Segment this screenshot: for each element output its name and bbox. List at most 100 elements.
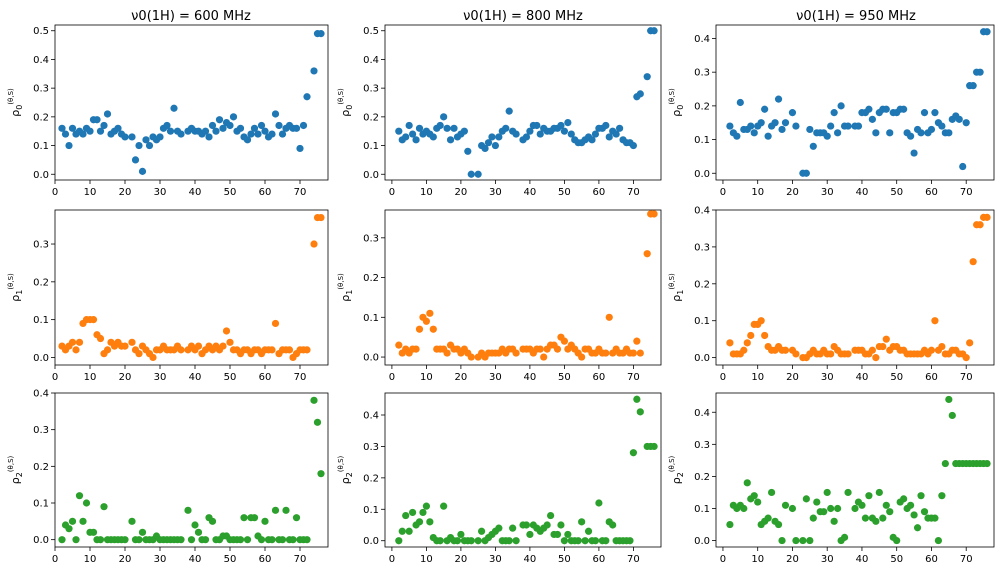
data-point xyxy=(96,127,105,135)
data-point xyxy=(292,514,301,522)
x-tick-label: 30 xyxy=(154,554,167,565)
data-point xyxy=(650,27,658,35)
data-point xyxy=(512,130,520,138)
x-tick-label: 70 xyxy=(627,187,640,198)
data-point xyxy=(976,221,984,229)
data-point xyxy=(941,459,949,468)
x-tick-label: 70 xyxy=(960,187,973,198)
data-point xyxy=(240,514,248,522)
data-point xyxy=(268,130,276,138)
x-tick-label: 60 xyxy=(593,554,606,565)
data-point xyxy=(837,102,845,110)
data-point xyxy=(100,503,108,511)
data-point xyxy=(858,501,866,509)
y-tick-label: 0.1 xyxy=(363,141,379,152)
data-point xyxy=(526,127,534,135)
data-point xyxy=(636,349,644,357)
data-point xyxy=(740,504,748,513)
panel-r1-c0: 0 10 20 30 40 50 60 70 0.0 0.1 0.2 0.3 ρ1(θ,S) xyxy=(7,209,329,383)
data-point xyxy=(114,124,122,132)
data-point xyxy=(201,127,210,135)
data-point xyxy=(781,119,790,127)
x-tick-label: 70 xyxy=(960,554,973,565)
data-point xyxy=(313,418,322,426)
data-point xyxy=(865,492,873,500)
y-axis-label: ρ1(θ,S) xyxy=(337,273,354,302)
data-point xyxy=(595,499,603,507)
data-point xyxy=(86,127,94,135)
axes-frame xyxy=(715,209,995,366)
data-point xyxy=(121,536,129,544)
data-point xyxy=(412,136,420,144)
axes-frame xyxy=(384,24,662,181)
y-axis-label: ρ2(θ,S) xyxy=(337,455,354,484)
data-point xyxy=(629,349,638,357)
data-point xyxy=(633,337,641,345)
data-point xyxy=(481,144,489,153)
panel-r0-c1: 0 10 20 30 40 50 60 70 0.0 0.1 0.2 0.3 0.4 0.5 ρ0(θ,S) xyxy=(337,24,662,198)
y-tick-label: 0.3 xyxy=(694,242,710,253)
data-point xyxy=(834,504,842,513)
y-tick-label: 0.0 xyxy=(363,353,379,364)
data-point xyxy=(861,514,870,522)
data-point xyxy=(564,118,572,127)
data-point xyxy=(764,514,772,522)
data-point xyxy=(257,121,266,130)
x-tick-label: 40 xyxy=(856,187,869,198)
axes-frame xyxy=(715,392,995,548)
x-tick-label: 50 xyxy=(890,187,903,198)
data-point xyxy=(781,501,790,509)
x-tick-label: 10 xyxy=(84,187,97,198)
y-tick-label: 0.4 xyxy=(363,55,379,66)
y-tick-label: 0.2 xyxy=(363,273,379,284)
data-point xyxy=(761,331,769,340)
data-point xyxy=(191,521,199,529)
data-point xyxy=(893,536,901,545)
x-tick-label: 10 xyxy=(420,187,433,198)
data-point xyxy=(969,82,977,90)
data-point xyxy=(467,170,475,178)
x-tick-label: 20 xyxy=(786,372,799,383)
data-point xyxy=(761,105,769,113)
data-point xyxy=(128,338,136,346)
data-point xyxy=(740,346,748,354)
data-point xyxy=(983,213,991,221)
y-tick-label: 0.1 xyxy=(694,316,710,327)
x-tick-label: 30 xyxy=(489,554,502,565)
data-point xyxy=(854,122,863,130)
data-point xyxy=(93,116,101,124)
data-point xyxy=(907,501,915,509)
y-tick-label: 0.2 xyxy=(694,279,710,290)
data-point xyxy=(879,342,887,351)
data-point xyxy=(282,506,290,514)
x-tick-label: 70 xyxy=(294,187,307,198)
x-tick-label: 30 xyxy=(821,187,834,198)
data-point xyxy=(250,514,259,522)
data-point xyxy=(882,335,890,343)
data-point xyxy=(726,339,734,347)
data-point xyxy=(747,122,755,130)
data-point xyxy=(612,130,620,138)
y-axis-label: ρ2(θ,S) xyxy=(668,455,685,484)
data-point xyxy=(440,502,448,510)
data-point xyxy=(945,129,953,137)
data-point xyxy=(931,317,939,325)
y-tick-label: 0.4 xyxy=(694,408,710,419)
data-point xyxy=(156,133,164,141)
data-point xyxy=(917,129,925,137)
x-tick-label: 30 xyxy=(821,372,834,383)
y-axis-label: ρ0(θ,S) xyxy=(668,88,685,117)
data-point xyxy=(166,127,175,135)
data-point xyxy=(219,342,227,350)
data-point xyxy=(726,520,734,529)
y-tick-label: 0.2 xyxy=(694,472,710,483)
data-point xyxy=(938,122,946,130)
data-point xyxy=(405,527,413,535)
data-point xyxy=(557,521,565,529)
x-tick-label: 70 xyxy=(627,372,640,383)
data-point xyxy=(553,530,562,539)
y-tick-label: 0.0 xyxy=(33,535,49,546)
x-tick-label: 40 xyxy=(189,372,202,383)
data-point xyxy=(945,395,953,404)
